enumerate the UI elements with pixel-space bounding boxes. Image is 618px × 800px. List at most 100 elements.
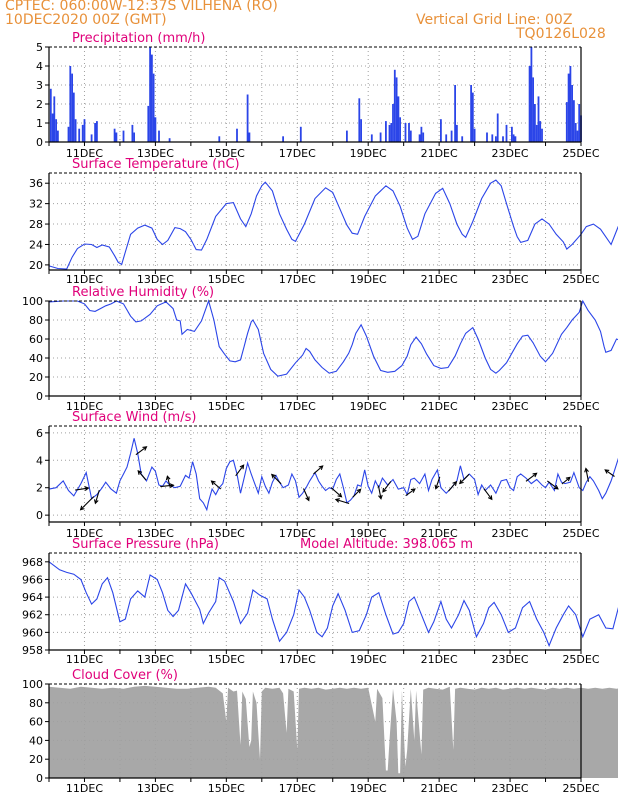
wind-arrow-shaft [135, 446, 147, 456]
precip-bar [168, 138, 171, 142]
precip-bar [473, 128, 476, 142]
y-tick-label: 0 [36, 509, 43, 522]
wind-arrow-shaft [546, 480, 559, 490]
x-tick-label: 23DEC [492, 147, 529, 160]
wind-arrow [79, 496, 95, 511]
wind-arrow-head [137, 470, 143, 475]
precip-bar [113, 128, 116, 142]
x-tick-label: 15DEC [208, 782, 245, 795]
wind-arrow-head [584, 467, 589, 473]
x-tick-label: 11DEC [66, 147, 103, 160]
precip-bar [81, 124, 84, 142]
wind-arrow [604, 469, 615, 477]
x-tick-label: 25DEC [562, 400, 599, 413]
precip-bar [418, 134, 421, 142]
wind-arrow-shaft [604, 469, 615, 477]
precip-bar [248, 132, 251, 142]
precip-bar [236, 128, 238, 142]
precip-bar [422, 132, 425, 142]
precip-bar [96, 121, 98, 142]
precip-bar [445, 134, 448, 142]
precip-bar [471, 92, 474, 142]
x-tick-label: 15DEC [208, 527, 245, 540]
x-tick-label: 19DEC [350, 782, 387, 795]
x-tick-label: 17DEC [279, 653, 316, 666]
x-tick-label: 17DEC [279, 782, 316, 795]
x-tick-label: 15DEC [208, 400, 245, 413]
y-tick-label: 2 [36, 482, 43, 495]
precip-bar [530, 47, 533, 142]
precip-bar [528, 66, 531, 142]
precipitation-title: Precipitation (mm/h) [72, 31, 205, 46]
wind-arrow-shaft [483, 488, 493, 500]
wind-arrow-shaft [377, 485, 382, 499]
wind-arrow-shaft [405, 488, 416, 497]
wind-arrow-head [270, 473, 276, 479]
precip-bar [379, 132, 382, 142]
precip-bar [565, 102, 568, 142]
x-tick-label: 17DEC [279, 527, 316, 540]
wind-arrow-head [84, 486, 90, 491]
precip-bar [299, 126, 302, 142]
x-tick-label: 15DEC [208, 273, 245, 286]
y-tick-label: 962 [22, 609, 43, 622]
y-tick-label: 32 [29, 198, 43, 211]
precip-bar [390, 123, 393, 142]
wind-arrow [210, 480, 222, 490]
precip-bar [409, 130, 412, 142]
precip-bar [404, 123, 407, 142]
wind-arrow [405, 488, 416, 497]
wind-arrow-head [356, 488, 362, 494]
wind-arrow-shaft [160, 484, 174, 488]
precip-bar [539, 121, 542, 142]
y-tick-label: 60 [29, 716, 43, 729]
precip-bar [576, 130, 579, 142]
pressure-line [48, 561, 618, 648]
wind-arrow-shaft [382, 481, 392, 493]
wind-line [48, 438, 618, 512]
precip-bar [151, 54, 153, 142]
precip-bar [158, 130, 160, 142]
y-tick-label: 20 [29, 753, 43, 766]
wind-arrow-head [553, 484, 559, 490]
wind-arrow-head [458, 479, 464, 485]
wind-arrow-shaft [137, 470, 147, 481]
wind-arrow [160, 483, 175, 488]
precip-bar [72, 92, 75, 142]
wind-arrow-head [165, 475, 171, 481]
y-tick-label: 958 [22, 644, 43, 657]
wind-arrow-shaft [302, 488, 310, 501]
precip-bar [461, 136, 464, 142]
wind-arrow [382, 481, 392, 493]
wind-arrow [93, 489, 100, 505]
wind-arrow [302, 488, 310, 502]
wind-arrow-shaft [330, 487, 342, 498]
precip-bar [537, 96, 540, 142]
wind-arrow-head [93, 499, 99, 505]
wind-panel: 0 2 4 6 11DEC 13DEC 15DEC 17DEC 19DEC 21DEC 23DEC 2… [36, 410, 618, 540]
y-tick-label: 960 [22, 626, 43, 639]
y-tick-label: 20 [29, 371, 43, 384]
x-tick-label: 11DEC [66, 273, 103, 286]
x-tick-label: 19DEC [350, 653, 387, 666]
wind-arrow [546, 480, 559, 490]
y-tick-label: 40 [29, 734, 43, 747]
wind-arrow [483, 488, 493, 501]
model-altitude-label: Model Altitude: 398.065 m [300, 537, 473, 552]
wind-arrow-shaft [166, 476, 171, 487]
precip-bar [571, 85, 573, 142]
precip-bar [218, 136, 221, 142]
wind-arrow-head [169, 483, 175, 488]
precip-bar [149, 47, 151, 142]
precip-bar [49, 88, 52, 142]
x-tick-label: 11DEC [66, 527, 103, 540]
precipitation-panel: 0 1 2 3 4 5 11DEC 13DEC 15DEC 17DEC 19DEC 21DEC 23DE… [36, 31, 600, 160]
precip-bar [282, 136, 284, 142]
temperature-title: Surface Temperature (nC) [72, 157, 240, 172]
wind-arrow [135, 446, 148, 456]
precip-bar [94, 123, 96, 142]
y-tick-label: 100 [22, 295, 43, 308]
wind-arrow [334, 498, 350, 505]
precip-bar [541, 128, 543, 142]
